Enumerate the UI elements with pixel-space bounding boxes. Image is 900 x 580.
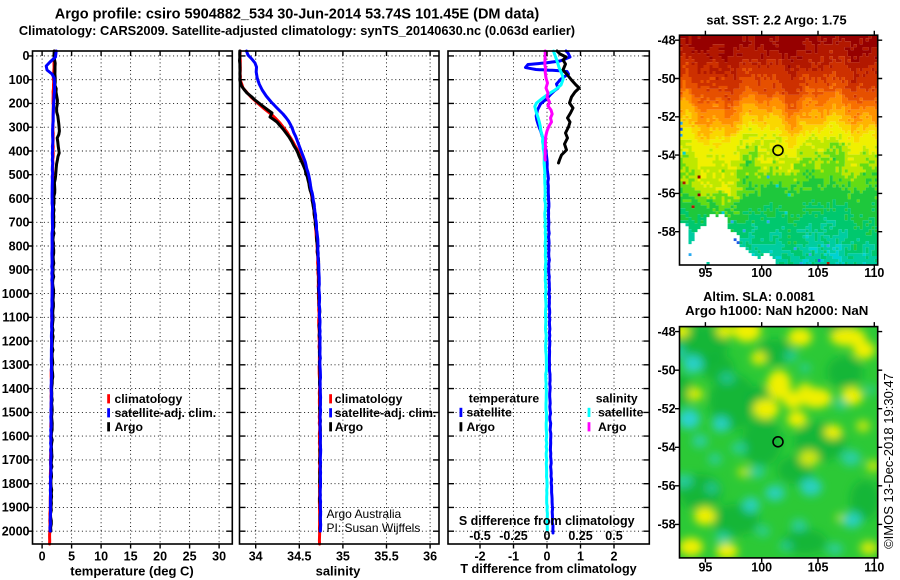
svg-text:1300: 1300 [2,358,30,372]
svg-text:1000: 1000 [2,287,30,301]
svg-text:satellite-adj. clim.: satellite-adj. clim. [335,406,437,420]
svg-text:95: 95 [698,266,712,280]
svg-text:700: 700 [9,216,30,230]
svg-text:800: 800 [9,239,30,253]
svg-text:-1: -1 [508,549,519,563]
svg-text:-50: -50 [658,72,676,86]
svg-text:Argo profile: csiro 5904882_53: Argo profile: csiro 5904882_534 30-Jun-2… [55,7,540,23]
svg-text:-54: -54 [658,148,676,162]
svg-text:5: 5 [68,549,75,563]
svg-text:salinity: salinity [596,391,638,405]
svg-text:100: 100 [751,561,772,575]
svg-text:sat. SST: 2.2 Argo: 1.75: sat. SST: 2.2 Argo: 1.75 [706,13,846,28]
svg-text:2: 2 [611,549,618,563]
svg-text:500: 500 [9,168,30,182]
svg-text:climatology: climatology [115,392,183,406]
svg-text:0: 0 [544,549,551,563]
svg-text:-0.25: -0.25 [499,529,528,543]
svg-text:2000: 2000 [2,525,30,539]
svg-text:105: 105 [808,266,829,280]
svg-text:satellite: satellite [467,406,513,420]
svg-text:105: 105 [808,561,829,575]
svg-text:1400: 1400 [2,382,30,396]
svg-text:Argo: Argo [467,420,495,434]
svg-text:T difference from climatology: T difference from climatology [460,562,636,576]
svg-text:0: 0 [544,529,551,543]
svg-text:-52: -52 [658,402,676,416]
svg-text:1: 1 [577,549,584,563]
svg-text:0.5: 0.5 [605,529,622,543]
svg-text:-58: -58 [658,225,676,239]
svg-text:35.5: 35.5 [374,549,398,563]
svg-text:Altim. SLA: 0.0081: Altim. SLA: 0.0081 [703,289,815,304]
svg-text:-0.5: -0.5 [469,529,491,543]
svg-text:Climatology: CARS2009. Satelli: Climatology: CARS2009. Satellite-adjuste… [19,23,575,38]
svg-text:-52: -52 [658,110,676,124]
svg-text:100: 100 [751,266,772,280]
svg-text:©IMOS 13-Dec-2018 19:30:47: ©IMOS 13-Dec-2018 19:30:47 [881,373,896,549]
svg-text:Argo: Argo [598,420,626,434]
svg-text:Argo Australia: Argo Australia [327,507,402,521]
svg-text:110: 110 [864,266,884,280]
svg-text:-48: -48 [658,34,676,48]
svg-text:1800: 1800 [2,477,30,491]
svg-text:34.5: 34.5 [287,549,311,563]
svg-text:-50: -50 [658,364,676,378]
svg-text:600: 600 [9,192,30,206]
svg-text:1100: 1100 [2,311,29,325]
svg-text:satellite-adj. clim.: satellite-adj. clim. [115,406,217,420]
svg-text:900: 900 [9,263,30,277]
svg-text:-58: -58 [658,518,676,532]
svg-text:satellite: satellite [598,406,644,420]
svg-text:100: 100 [9,73,30,87]
svg-text:1700: 1700 [2,453,30,467]
svg-text:95: 95 [698,561,712,575]
svg-text:15: 15 [124,549,138,563]
svg-text:34: 34 [249,549,263,563]
svg-text:0.25: 0.25 [568,529,592,543]
svg-text:200: 200 [9,97,30,111]
svg-text:0: 0 [39,549,46,563]
svg-text:1200: 1200 [2,334,30,348]
svg-text:PI: Susan Wijffels: PI: Susan Wijffels [327,521,421,535]
svg-text:36: 36 [423,549,437,563]
svg-text:400: 400 [9,144,30,158]
svg-text:Argo: Argo [335,420,363,434]
svg-text:1500: 1500 [2,406,30,420]
svg-text:20: 20 [153,549,167,563]
svg-text:10: 10 [94,549,108,563]
svg-text:salinity: salinity [316,564,362,579]
svg-text:climatology: climatology [335,392,403,406]
svg-text:Argo h1000: NaN h2000: NaN: Argo h1000: NaN h2000: NaN [685,303,868,318]
svg-text:temperature: temperature [469,391,540,405]
svg-text:-56: -56 [658,187,676,201]
svg-text:30: 30 [212,549,226,563]
svg-text:-2: -2 [474,549,485,563]
svg-text:S difference from climatology: S difference from climatology [459,514,635,528]
svg-text:1900: 1900 [2,501,30,515]
svg-text:-48: -48 [658,325,676,339]
svg-text:Argo: Argo [115,420,143,434]
svg-text:110: 110 [864,561,884,575]
svg-text:25: 25 [183,549,197,563]
svg-text:300: 300 [9,121,30,135]
svg-text:0: 0 [23,49,30,63]
svg-text:-54: -54 [658,441,676,455]
svg-text:temperature (deg C): temperature (deg C) [70,564,194,579]
svg-text:-56: -56 [658,479,676,493]
svg-text:1600: 1600 [2,429,30,443]
svg-text:35: 35 [336,549,350,563]
